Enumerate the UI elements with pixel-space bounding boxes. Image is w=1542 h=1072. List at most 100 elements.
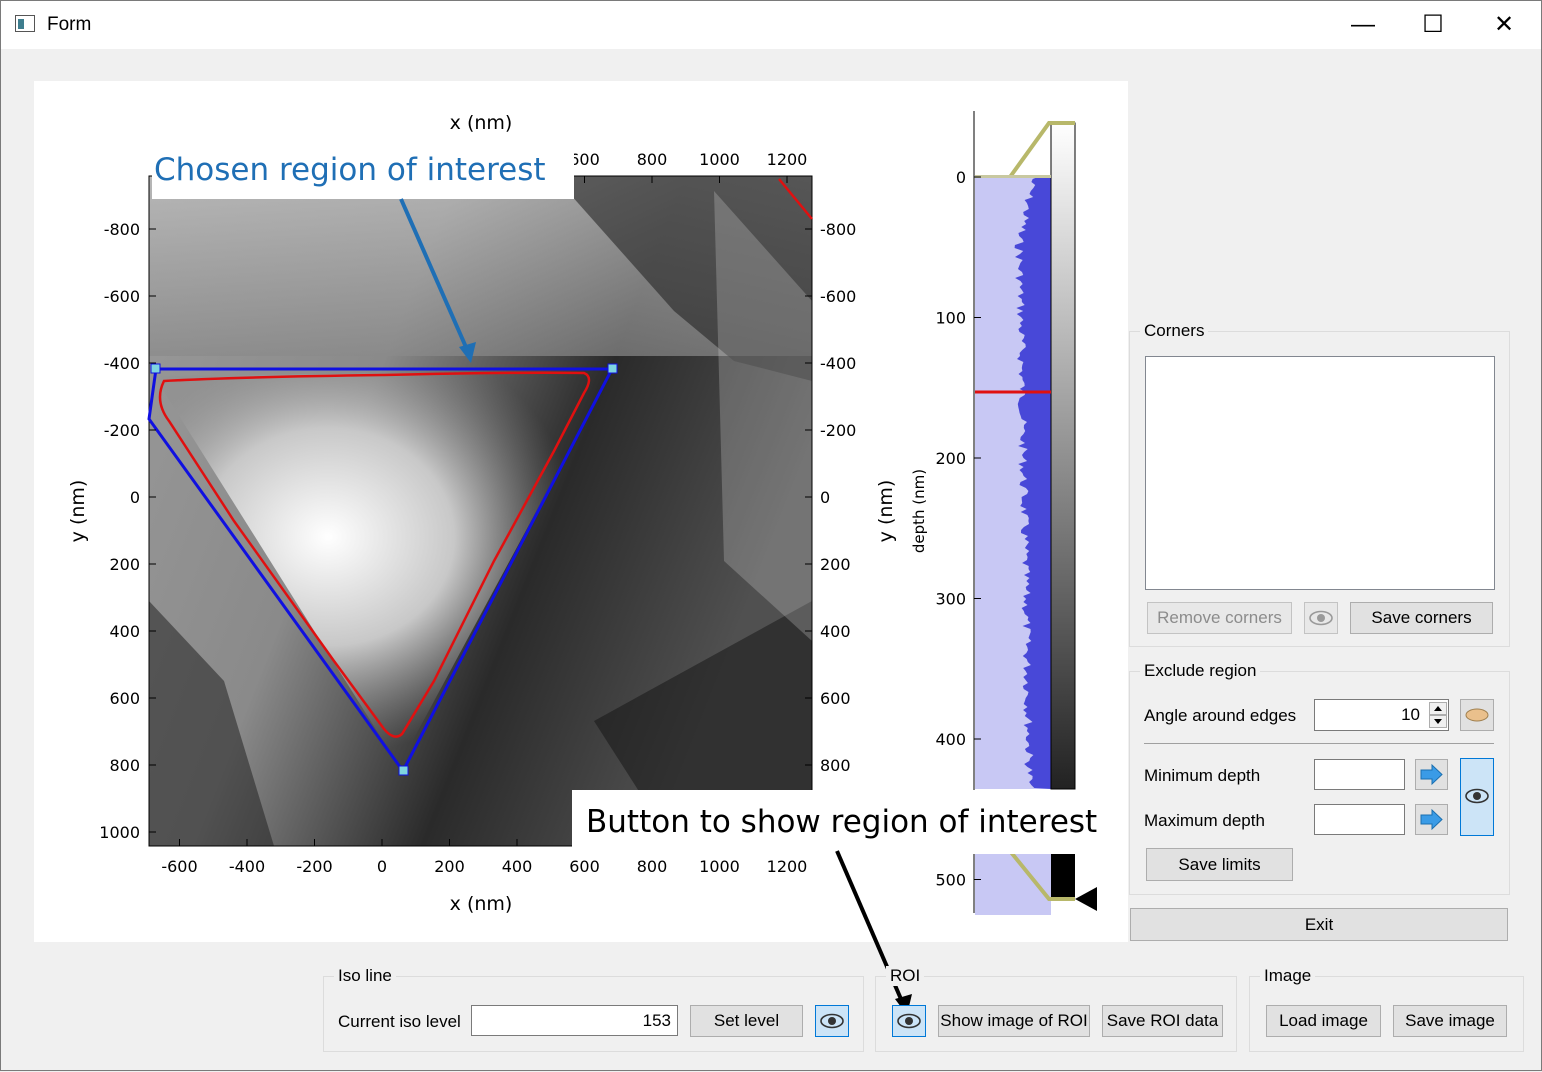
- current-iso-level-label: Current iso level: [338, 1012, 461, 1031]
- y-tick-label-right: -800: [820, 220, 856, 239]
- histogram-y-label: y (nm): [875, 480, 897, 543]
- close-button[interactable]: ✕: [1493, 11, 1515, 38]
- afm-image: [148, 175, 813, 847]
- roi-corner-handle[interactable]: [150, 363, 161, 374]
- maximize-button[interactable]: ☐: [1422, 11, 1444, 38]
- remove-corners-button[interactable]: Remove corners: [1147, 602, 1292, 634]
- x-tick-label: 400: [502, 857, 533, 876]
- y-tick-label: 0: [130, 488, 140, 507]
- depth-tick-label: 0: [956, 168, 966, 187]
- window-title: Form: [47, 14, 92, 35]
- angle-label: Angle around edges: [1144, 706, 1297, 725]
- depth-tick-label: 100: [935, 309, 966, 328]
- y-tick-label-right: 200: [820, 555, 851, 574]
- y-tick-label: -600: [104, 287, 140, 306]
- set-level-button[interactable]: Set level: [690, 1005, 803, 1037]
- x-tick-label: 0: [377, 857, 387, 876]
- plot-canvas[interactable]: x (nm) x (nm) y (nm) -600 -400 -200 0 200 400…: [34, 81, 1128, 942]
- depth-ticks: 0 100 200 300 400 500: [935, 168, 981, 890]
- eye-icon: [1309, 610, 1333, 626]
- depth-tick-label: 200: [935, 449, 966, 468]
- y-tick-label-right: 600: [820, 689, 851, 708]
- roi-group-title: ROI: [886, 966, 925, 986]
- x-tick-label: 600: [569, 857, 600, 876]
- y-axis-label: y (nm): [67, 480, 89, 543]
- x-tick-label-top: 800: [637, 150, 668, 169]
- minimum-depth-input[interactable]: [1314, 759, 1405, 790]
- image-group: Image Load image Save image: [1249, 966, 1524, 1052]
- roi-corner-handle[interactable]: [607, 363, 618, 374]
- save-roi-data-button[interactable]: Save ROI data: [1102, 1005, 1223, 1037]
- y-tick-label: 400: [109, 622, 140, 641]
- eye-icon: [820, 1013, 844, 1029]
- show-roi-annotation-label: Button to show region of interest: [572, 790, 1125, 854]
- x-ticks-top: 600 800 1000 1200: [569, 150, 807, 183]
- corners-group: Corners Remove corners Save corners: [1129, 321, 1510, 647]
- corners-list[interactable]: [1145, 356, 1495, 590]
- lens-icon: [1465, 708, 1489, 722]
- maximum-depth-label: Maximum depth: [1144, 811, 1265, 830]
- maximum-depth-input[interactable]: [1314, 804, 1405, 835]
- y-tick-label: 800: [109, 756, 140, 775]
- divider: [1144, 743, 1494, 744]
- arrow-right-icon: [1420, 808, 1443, 831]
- exclude-region-group: Exclude region Angle around edges 10 Min…: [1129, 661, 1510, 895]
- exclude-angle-toggle-button[interactable]: [1460, 699, 1494, 731]
- roi-annotation-label: Chosen region of interest: [152, 141, 574, 199]
- x-tick-label: -200: [296, 857, 332, 876]
- set-max-depth-button[interactable]: [1415, 804, 1448, 835]
- x-tick-label: 1200: [767, 857, 808, 876]
- app-icon: [15, 15, 35, 32]
- y-tick-label: 1000: [99, 823, 140, 842]
- depth-tick-label: 500: [935, 871, 966, 890]
- depth-tick-label: 300: [935, 590, 966, 609]
- y-tick-label-right: -400: [820, 354, 856, 373]
- arrow-right-icon: [1420, 763, 1443, 786]
- y-tick-label-right: -600: [820, 287, 856, 306]
- x-tick-label: -400: [229, 857, 265, 876]
- x-tick-label: -600: [161, 857, 197, 876]
- exit-button[interactable]: Exit: [1130, 908, 1508, 941]
- y-tick-label-right: -200: [820, 421, 856, 440]
- y-ticks-left: -800 -600 -400 -200 0 200 400 600 800 1000: [99, 220, 156, 842]
- image-group-title: Image: [1260, 966, 1316, 986]
- roi-group: ROI Show image of ROI Save ROI data: [875, 966, 1237, 1052]
- x-tick-label: 200: [434, 857, 465, 876]
- angle-spinbox[interactable]: 10: [1314, 699, 1449, 731]
- depth-histogram: [973, 111, 1097, 915]
- save-image-button[interactable]: Save image: [1393, 1005, 1507, 1037]
- y-tick-label-right: 800: [820, 756, 851, 775]
- depth-axis-label: depth (nm): [910, 469, 928, 553]
- save-corners-button[interactable]: Save corners: [1350, 602, 1493, 634]
- y-tick-label: -800: [104, 220, 140, 239]
- y-tick-label-right: 0: [820, 488, 830, 507]
- show-depth-limits-button[interactable]: [1460, 758, 1494, 836]
- show-iso-line-button[interactable]: [815, 1005, 849, 1037]
- exclude-region-title: Exclude region: [1140, 661, 1261, 681]
- x-tick-label-top: 600: [569, 150, 600, 169]
- save-limits-button[interactable]: Save limits: [1146, 848, 1293, 881]
- plot-panel[interactable]: x (nm) x (nm) y (nm) -600 -400 -200 0 200 400…: [34, 81, 1128, 942]
- set-min-depth-button[interactable]: [1415, 759, 1448, 790]
- show-image-of-roi-button[interactable]: Show image of ROI: [938, 1005, 1090, 1037]
- corners-group-title: Corners: [1140, 321, 1209, 341]
- depth-tick-label: 400: [935, 730, 966, 749]
- roi-corner-handle[interactable]: [398, 765, 409, 776]
- iso-level-input[interactable]: 153: [471, 1005, 678, 1036]
- x-tick-label-top: 1200: [767, 150, 808, 169]
- y-tick-label: 200: [109, 555, 140, 574]
- show-roi-button[interactable]: [892, 1005, 926, 1037]
- y-tick-label: -200: [104, 421, 140, 440]
- x-ticks-bottom: -600 -400 -200 0 200 400 600 800 1000 1200: [161, 839, 807, 876]
- minimize-button[interactable]: —: [1351, 11, 1375, 38]
- y-tick-label: -400: [104, 354, 140, 373]
- iso-line: [158, 371, 591, 738]
- x-tick-label-top: 1000: [699, 150, 740, 169]
- eye-icon: [1465, 788, 1489, 804]
- angle-spin-arrows[interactable]: [1429, 702, 1447, 728]
- y-ticks-right: -800 -600 -400 -200 0 200 400 600 800: [805, 220, 856, 775]
- load-image-button[interactable]: Load image: [1266, 1005, 1381, 1037]
- title-bar: Form — ☐ ✕: [1, 1, 1541, 49]
- show-corners-button[interactable]: [1304, 602, 1338, 634]
